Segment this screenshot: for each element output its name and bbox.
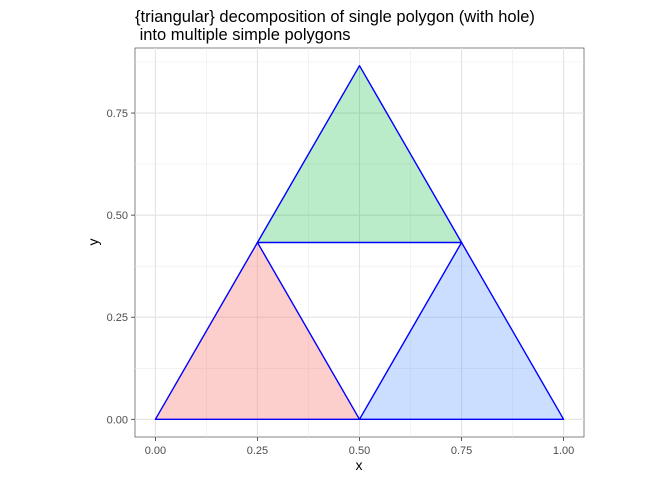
y-axis: 0.00 0.25 0.50 0.75: [107, 108, 135, 426]
chart-title-line-1: {triangular} decomposition of single pol…: [135, 8, 535, 26]
polygons: [154, 64, 565, 421]
polygon-red: [154, 241, 361, 421]
y-tick-label: 0.50: [107, 210, 128, 222]
y-tick-label: 0.25: [107, 312, 128, 324]
x-tick-label: 1.00: [553, 445, 574, 457]
x-tick-label: 0.75: [451, 445, 472, 457]
y-tick-label: 0.75: [107, 108, 128, 120]
x-tick-label: 0.25: [247, 445, 268, 457]
y-axis-title: y: [85, 239, 101, 246]
polygon-green: [256, 64, 463, 244]
x-axis: 0.00 0.25 0.50 0.75 1.00: [145, 437, 574, 457]
polygon-blue: [358, 241, 565, 421]
x-tick-label: 0.50: [349, 445, 370, 457]
x-tick-label: 0.00: [145, 445, 166, 457]
x-axis-title: x: [356, 457, 363, 473]
y-tick-label: 0.00: [107, 414, 128, 426]
chart-title-line-2: into multiple simple polygons: [135, 26, 351, 44]
